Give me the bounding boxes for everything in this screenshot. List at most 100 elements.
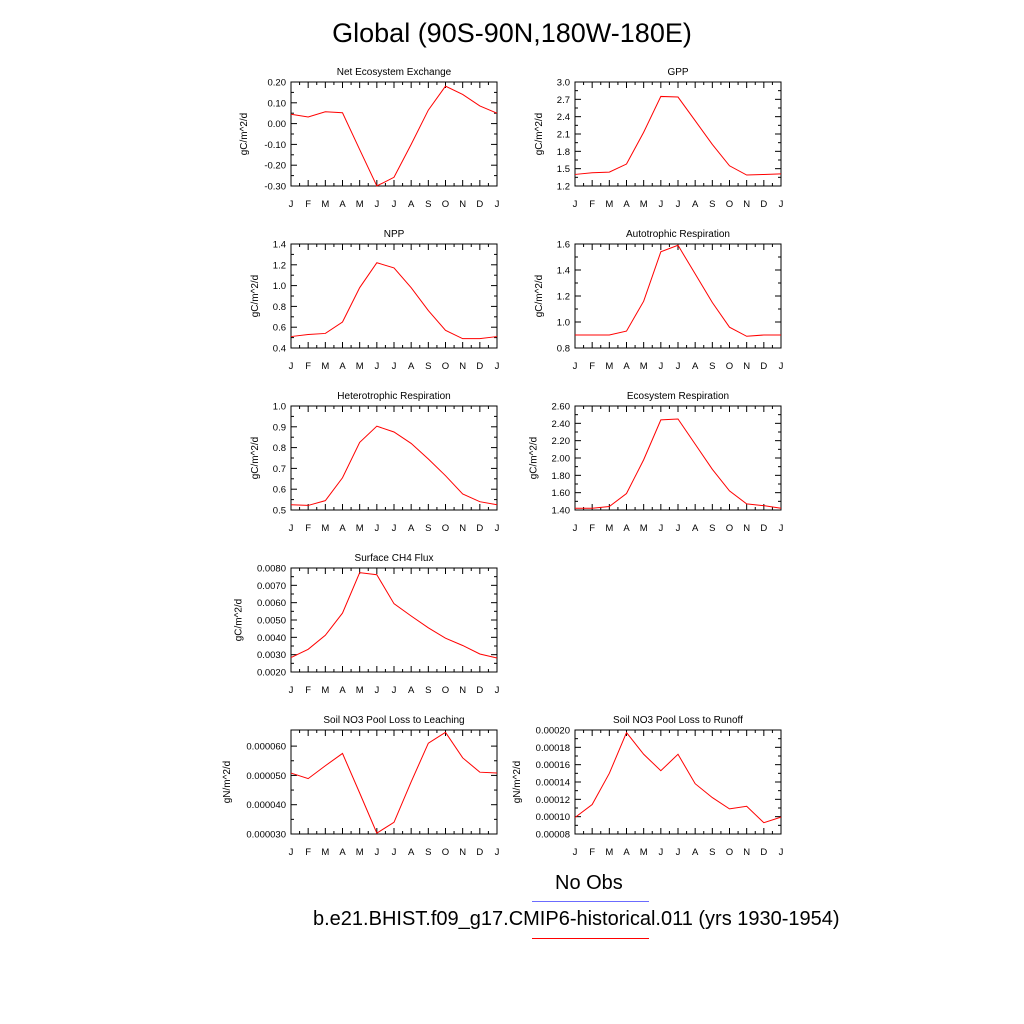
panel-6-xtick-label: J	[658, 523, 663, 534]
panel-5-xtick-label: J	[495, 523, 500, 534]
panel-4-ytick-label: 0.8	[557, 344, 570, 355]
panel-5-title: Heterotrophic Respiration	[337, 391, 450, 402]
panel-8-series-line	[290, 731, 498, 834]
panel-7-ytick-label: 0.0050	[257, 616, 286, 627]
panel-6-xtick-label: O	[726, 523, 733, 534]
panel-9-ytick-label: 0.00018	[536, 743, 570, 754]
panel-1-xtick-label: J	[374, 199, 379, 210]
panel-8-xtick-label: J	[289, 847, 294, 858]
panel-6-xtick-label: M	[640, 523, 648, 534]
panel-4-xtick-label: J	[676, 361, 681, 372]
panel-1-xtick-label: S	[425, 199, 431, 210]
panel-3-xtick-label: D	[476, 361, 483, 372]
panel-6-xtick-label: M	[605, 523, 613, 534]
page-title: Global (90S-90N,180W-180E)	[332, 18, 692, 48]
panel-3-xtick-label: M	[356, 361, 364, 372]
panel-2-xtick-label: J	[779, 199, 784, 210]
panel-6-xtick-label: J	[573, 523, 578, 534]
panel-9-frame	[574, 729, 782, 835]
panel-1-ytick-label: -0.10	[264, 140, 286, 151]
panel-9-xtick-label: A	[692, 847, 699, 858]
panel-6-xtick-label: F	[589, 523, 595, 534]
panel-5-xtick-label: A	[339, 523, 346, 534]
panel-1-frame	[290, 81, 498, 187]
panel-9-xtick-label: J	[779, 847, 784, 858]
panel-5-xtick-label: J	[289, 523, 294, 534]
panel-4-xtick-label: J	[573, 361, 578, 372]
panel-9-xtick-label: D	[760, 847, 767, 858]
panel-2-ytick-label: 2.4	[557, 112, 570, 123]
panel-3-xtick-label: J	[289, 361, 294, 372]
panel-3-ytick-label: 1.4	[273, 240, 286, 251]
panel-7-ytick-label: 0.0020	[257, 668, 286, 679]
panel-4-xtick-label: S	[709, 361, 715, 372]
panel-5-ylabel: gC/m^2/d	[250, 437, 261, 480]
panel-7-xtick-label: O	[442, 685, 449, 696]
panel-6-series-line	[575, 418, 782, 509]
panel-3-series-line	[290, 262, 498, 340]
panel-3-ytick-label: 0.8	[273, 302, 286, 313]
panel-7-xtick-label: N	[459, 685, 466, 696]
panel-1-xtick-label: A	[408, 199, 415, 210]
panel-1-xtick-label: O	[442, 199, 449, 210]
panel-1-title: Net Ecosystem Exchange	[337, 67, 452, 78]
panel-8-xtick-label: N	[459, 847, 466, 858]
legend-model-line	[532, 938, 649, 939]
panel-1-ytick-label: -0.30	[264, 182, 286, 193]
panel-3-xtick-label: J	[392, 361, 397, 372]
panel-7-ytick-label: 0.0070	[257, 581, 286, 592]
panel-2-ytick-label: 3.0	[557, 78, 570, 89]
panel-1-xtick-label: J	[289, 199, 294, 210]
panel-5-xtick-label: O	[442, 523, 449, 534]
panel-7-xtick-label: A	[339, 685, 346, 696]
panel-7-xtick-label: J	[392, 685, 397, 696]
panel-3-xtick-label: A	[408, 361, 415, 372]
panel-7-xtick-label: D	[476, 685, 483, 696]
panel-2-xtick-label: F	[589, 199, 595, 210]
panel-4-xtick-label: M	[605, 361, 613, 372]
panel-9-xtick-label: J	[573, 847, 578, 858]
panel-5-xtick-label: A	[408, 523, 415, 534]
panel-8-frame	[290, 729, 498, 835]
panel-3-frame	[290, 243, 498, 349]
panel-6-xtick-label: A	[692, 523, 699, 534]
panel-8-xtick-label: J	[374, 847, 379, 858]
panel-9-xtick-label: S	[709, 847, 715, 858]
panel-2-xtick-label: M	[605, 199, 613, 210]
panel-1-xtick-label: N	[459, 199, 466, 210]
panel-3-xtick-label: M	[321, 361, 329, 372]
panel-6-ytick-label: 1.40	[552, 506, 571, 517]
panel-3-ytick-label: 0.4	[273, 344, 286, 355]
panel-3-ytick-label: 1.2	[273, 260, 286, 271]
legend-obs-label: No Obs	[555, 872, 623, 894]
panel-8-xtick-label: O	[442, 847, 449, 858]
panel-7-xtick-label: M	[321, 685, 329, 696]
panel-8-ylabel: gN/m^2/d	[222, 761, 233, 804]
panel-9-ylabel: gN/m^2/d	[512, 761, 523, 804]
panel-8-xtick-label: J	[495, 847, 500, 858]
panel-4-ytick-label: 1.2	[557, 292, 570, 303]
panel-1-xtick-label: J	[392, 199, 397, 210]
panel-7-ylabel: gC/m^2/d	[233, 599, 244, 642]
panel-7-ytick-label: 0.0080	[257, 564, 286, 575]
panel-4-xtick-label: O	[726, 361, 733, 372]
panel-3-title: NPP	[384, 229, 405, 240]
panel-4-xtick-label: J	[658, 361, 663, 372]
panel-2-ytick-label: 2.1	[557, 130, 570, 141]
panel-7-xtick-label: F	[305, 685, 311, 696]
panel-9-ytick-label: 0.00010	[536, 812, 570, 823]
panel-7-title: Surface CH4 Flux	[355, 553, 434, 564]
panel-9-ytick-label: 0.00008	[536, 830, 570, 841]
panel-4-ytick-label: 1.0	[557, 318, 570, 329]
panel-5-xtick-label: D	[476, 523, 483, 534]
panel-8-title: Soil NO3 Pool Loss to Leaching	[323, 715, 464, 726]
panel-3-xtick-label: O	[442, 361, 449, 372]
panel-2-xtick-label: M	[640, 199, 648, 210]
legend-obs-line	[532, 901, 649, 902]
panel-4-frame	[574, 243, 782, 349]
panel-2-ytick-label: 1.2	[557, 182, 570, 193]
panel-8-xtick-label: M	[356, 847, 364, 858]
panel-8-xtick-label: S	[425, 847, 431, 858]
panel-9-xtick-label: A	[623, 847, 630, 858]
